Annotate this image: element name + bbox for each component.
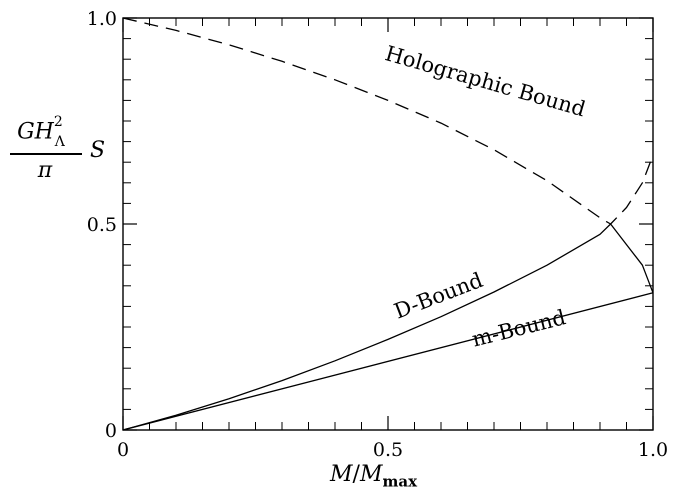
x-axis-label: M/Mmax bbox=[330, 462, 418, 491]
major-ticks bbox=[122, 17, 654, 431]
plot-frame bbox=[122, 17, 654, 431]
y-label-entropy: S bbox=[90, 138, 106, 163]
series-holographic-bound bbox=[122, 17, 654, 225]
y-label-numerator: GH2Λ bbox=[17, 114, 65, 150]
y-tick-label: 0.5 bbox=[87, 214, 117, 236]
series-d-bound bbox=[122, 223, 654, 431]
tick-labels: 0 0.5 1.0 0 0.5 1.0 bbox=[87, 8, 668, 461]
y-label-denominator: π bbox=[37, 158, 53, 183]
x-tick-label: 1.0 bbox=[638, 439, 668, 461]
series-m-bound bbox=[122, 292, 654, 431]
x-tick-label: 0.5 bbox=[373, 439, 403, 461]
y-axis-label: GH2Λ π S bbox=[6, 114, 118, 208]
curve-label-m-bound: m-Bound bbox=[470, 305, 569, 351]
series-layer bbox=[122, 17, 654, 431]
minor-ticks bbox=[123, 18, 653, 430]
y-tick-label: 1.0 bbox=[87, 8, 117, 30]
y-label-fraction-bar bbox=[10, 153, 82, 155]
curve-label-holographic-bound: Holographic Bound bbox=[383, 41, 589, 121]
y-tick-label: 0 bbox=[105, 420, 117, 442]
x-tick-label: 0 bbox=[117, 439, 129, 461]
curve-label-d-bound: D-Bound bbox=[391, 268, 486, 324]
